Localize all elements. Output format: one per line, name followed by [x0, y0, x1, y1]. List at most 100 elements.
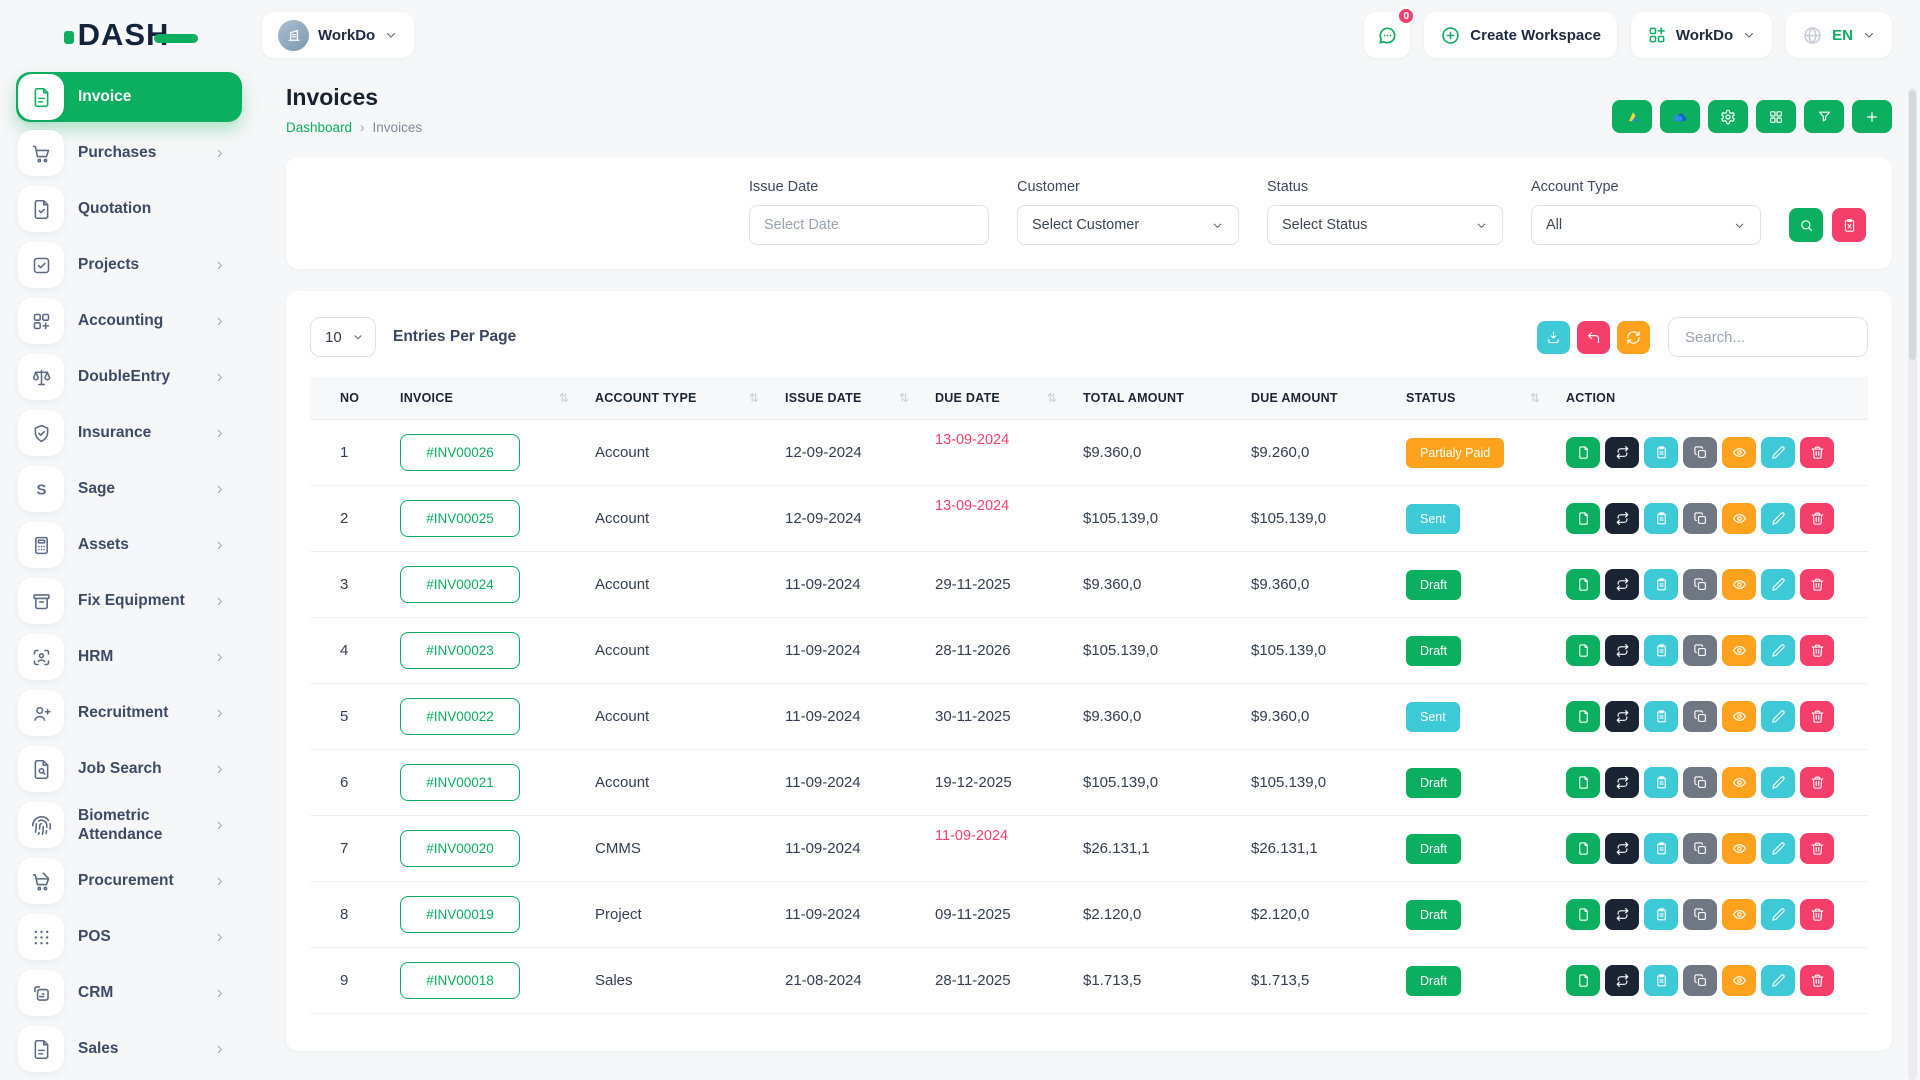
payment-button[interactable]	[1566, 503, 1600, 534]
sort-icon[interactable]: ⇅	[748, 391, 759, 405]
payment-button[interactable]	[1566, 899, 1600, 930]
apply-filter-button[interactable]	[1789, 208, 1823, 242]
account-type-select[interactable]: All	[1531, 205, 1761, 245]
view-button[interactable]	[1722, 503, 1756, 534]
copy-button[interactable]	[1683, 437, 1717, 468]
convert-button[interactable]	[1605, 767, 1639, 798]
sort-icon[interactable]: ⇅	[898, 391, 909, 405]
convert-button[interactable]	[1605, 437, 1639, 468]
edit-button[interactable]	[1761, 965, 1795, 996]
column-header-account-type[interactable]: ACCOUNT TYPE ⇅	[585, 377, 775, 420]
sidebar-item-sales[interactable]: Sales	[16, 1024, 242, 1074]
create-invoice-button[interactable]	[1852, 100, 1892, 133]
delete-button[interactable]	[1800, 965, 1834, 996]
sidebar-item-biometric-attendance[interactable]: Biometric Attendance	[16, 800, 242, 850]
invoice-number-button[interactable]: #INV00021	[400, 764, 520, 801]
duplicate-button[interactable]	[1644, 569, 1678, 600]
view-button[interactable]	[1722, 965, 1756, 996]
edit-button[interactable]	[1761, 569, 1795, 600]
table-search-input[interactable]	[1668, 317, 1868, 357]
payment-button[interactable]	[1566, 569, 1600, 600]
duplicate-button[interactable]	[1644, 833, 1678, 864]
invoice-number-button[interactable]: #INV00018	[400, 962, 520, 999]
delete-button[interactable]	[1800, 767, 1834, 798]
convert-button[interactable]	[1605, 833, 1639, 864]
view-button[interactable]	[1722, 833, 1756, 864]
entries-per-page-select[interactable]: 10	[310, 317, 376, 357]
onedrive-button[interactable]	[1660, 100, 1700, 133]
reset-filter-button[interactable]	[1832, 208, 1866, 242]
copy-button[interactable]	[1683, 635, 1717, 666]
duplicate-button[interactable]	[1644, 635, 1678, 666]
view-button[interactable]	[1722, 569, 1756, 600]
status-select[interactable]: Select Status	[1267, 205, 1503, 245]
duplicate-button[interactable]	[1644, 503, 1678, 534]
edit-button[interactable]	[1761, 767, 1795, 798]
convert-button[interactable]	[1605, 899, 1639, 930]
duplicate-button[interactable]	[1644, 965, 1678, 996]
sidebar-item-projects[interactable]: Projects	[16, 240, 242, 290]
column-header-status[interactable]: STATUS ⇅	[1396, 377, 1556, 420]
duplicate-button[interactable]	[1644, 701, 1678, 732]
duplicate-button[interactable]	[1644, 767, 1678, 798]
view-button[interactable]	[1722, 437, 1756, 468]
messages-button[interactable]: 0	[1364, 7, 1416, 58]
view-button[interactable]	[1722, 767, 1756, 798]
invoice-number-button[interactable]: #INV00020	[400, 830, 520, 867]
sidebar-item-procurement[interactable]: Procurement	[16, 856, 242, 906]
copy-button[interactable]	[1683, 503, 1717, 534]
grid-view-button[interactable]	[1756, 100, 1796, 133]
sidebar-item-purchases[interactable]: Purchases	[16, 128, 242, 178]
edit-button[interactable]	[1761, 833, 1795, 864]
convert-button[interactable]	[1605, 503, 1639, 534]
delete-button[interactable]	[1800, 701, 1834, 732]
payment-button[interactable]	[1566, 767, 1600, 798]
sidebar-item-fix-equipment[interactable]: Fix Equipment	[16, 576, 242, 626]
sidebar-item-crm[interactable]: CRM	[16, 968, 242, 1018]
delete-button[interactable]	[1800, 635, 1834, 666]
page-scrollbar[interactable]	[1908, 88, 1917, 1080]
payment-button[interactable]	[1566, 965, 1600, 996]
sidebar-item-invoice[interactable]: Invoice	[16, 72, 242, 122]
column-header-issue-date[interactable]: ISSUE DATE ⇅	[775, 377, 925, 420]
duplicate-button[interactable]	[1644, 437, 1678, 468]
payment-button[interactable]	[1566, 701, 1600, 732]
view-button[interactable]	[1722, 701, 1756, 732]
language-dropdown[interactable]: EN	[1786, 12, 1892, 58]
invoice-number-button[interactable]: #INV00023	[400, 632, 520, 669]
customer-select[interactable]: Select Customer	[1017, 205, 1239, 245]
google-drive-button[interactable]	[1612, 100, 1652, 133]
sort-icon[interactable]: ⇅	[1046, 391, 1057, 405]
sort-icon[interactable]: ⇅	[1529, 391, 1540, 405]
delete-button[interactable]	[1800, 833, 1834, 864]
convert-button[interactable]	[1605, 635, 1639, 666]
issue-date-input[interactable]	[764, 217, 974, 233]
delete-button[interactable]	[1800, 437, 1834, 468]
delete-button[interactable]	[1800, 899, 1834, 930]
convert-button[interactable]	[1605, 701, 1639, 732]
delete-button[interactable]	[1800, 569, 1834, 600]
sidebar-item-sage[interactable]: Sage	[16, 464, 242, 514]
sidebar-item-doubleentry[interactable]: DoubleEntry	[16, 352, 242, 402]
copy-button[interactable]	[1683, 833, 1717, 864]
copy-button[interactable]	[1683, 569, 1717, 600]
convert-button[interactable]	[1605, 569, 1639, 600]
edit-button[interactable]	[1761, 899, 1795, 930]
invoice-number-button[interactable]: #INV00022	[400, 698, 520, 735]
export-button[interactable]	[1537, 320, 1570, 354]
sidebar-item-job-search[interactable]: Job Search	[16, 744, 242, 794]
scrollbar-thumb[interactable]	[1909, 90, 1916, 360]
sidebar-item-quotation[interactable]: Quotation	[16, 184, 242, 234]
sidebar-item-insurance[interactable]: Insurance	[16, 408, 242, 458]
view-button[interactable]	[1722, 635, 1756, 666]
create-workspace-button[interactable]: Create Workspace	[1424, 12, 1617, 58]
payment-button[interactable]	[1566, 833, 1600, 864]
column-header-due-date[interactable]: DUE DATE ⇅	[925, 377, 1073, 420]
invoice-number-button[interactable]: #INV00024	[400, 566, 520, 603]
workspace-switcher[interactable]: WorkDo	[262, 12, 415, 58]
view-button[interactable]	[1722, 899, 1756, 930]
copy-button[interactable]	[1683, 965, 1717, 996]
undo-button[interactable]	[1577, 320, 1610, 354]
invoice-number-button[interactable]: #INV00026	[400, 434, 520, 471]
copy-button[interactable]	[1683, 899, 1717, 930]
